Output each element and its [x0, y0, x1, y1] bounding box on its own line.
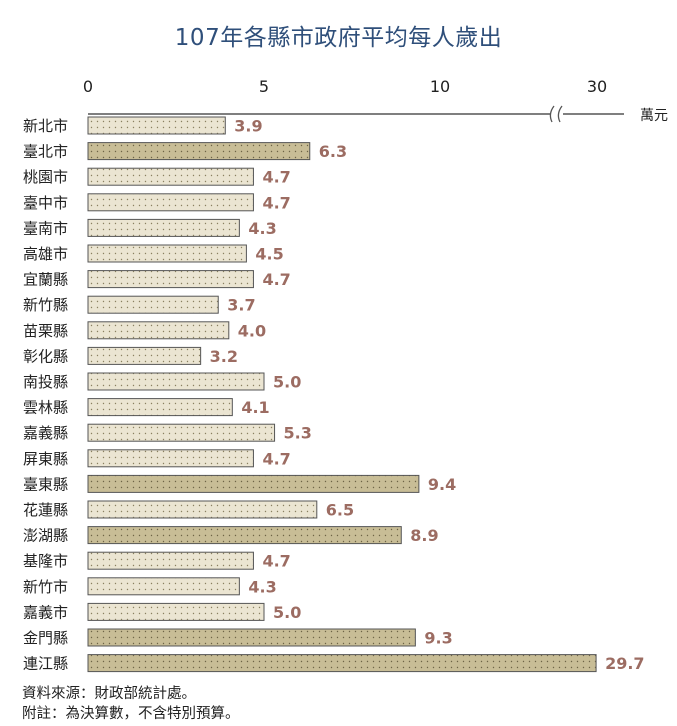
category-label: 南投縣 [23, 373, 68, 391]
category-label: 臺南市 [23, 219, 68, 237]
axis-break-mark [557, 105, 563, 123]
category-label: 花蓮縣 [23, 501, 68, 519]
category-label: 桃園市 [23, 168, 68, 186]
category-label: 臺北市 [23, 143, 68, 161]
bar [87, 244, 247, 263]
value-label: 3.7 [227, 296, 255, 315]
bar [87, 193, 254, 212]
bar [87, 116, 226, 135]
category-label: 臺東縣 [23, 475, 68, 493]
category-label: 屏東縣 [23, 450, 68, 468]
bar [87, 423, 276, 442]
chart-title: 107年各縣市政府平均每人歲出 [174, 25, 503, 51]
x-tick-label: 0 [83, 77, 93, 96]
value-label: 4.1 [241, 398, 269, 417]
value-label: 4.7 [262, 168, 290, 187]
value-label: 5.3 [284, 424, 312, 443]
bar [87, 167, 254, 186]
value-label: 8.9 [410, 526, 438, 545]
bar [87, 321, 230, 340]
value-label: 3.9 [234, 117, 262, 136]
bar [87, 551, 254, 570]
category-label: 連江縣 [23, 655, 68, 673]
value-label: 9.3 [424, 629, 452, 648]
category-label: 澎湖縣 [23, 527, 68, 545]
footnote: 附註：為決算數，不含特別預算。 [22, 706, 240, 722]
value-label: 5.0 [273, 373, 301, 392]
value-label: 4.7 [262, 449, 290, 468]
bar [87, 449, 254, 468]
value-label: 9.4 [428, 475, 456, 494]
bar-chart: 0 5 10 30 萬元 新北市 3.9 臺北市 6.3 桃園市 4.7 臺中市 4.7 臺南市 4.3 高… [23, 77, 668, 673]
bar [87, 602, 265, 621]
bar [87, 577, 240, 596]
category-label: 苗栗縣 [23, 322, 68, 340]
bar [87, 526, 402, 545]
bar [87, 628, 416, 647]
source-note: 資料來源：財政部統計處。 [22, 686, 196, 702]
value-label: 3.2 [210, 347, 238, 366]
value-label: 5.0 [273, 603, 301, 622]
value-label: 4.7 [262, 552, 290, 571]
category-label: 嘉義市 [23, 603, 68, 621]
category-label: 新北市 [23, 117, 68, 135]
bar [87, 398, 233, 417]
value-label: 4.7 [262, 193, 290, 212]
value-label: 29.7 [605, 654, 644, 673]
category-label: 宜蘭縣 [23, 271, 68, 289]
x-tick-label: 5 [259, 77, 269, 96]
x-tick-label: 10 [430, 77, 450, 96]
category-label: 基隆市 [23, 552, 68, 570]
value-label: 4.3 [248, 577, 276, 596]
value-label: 6.3 [319, 142, 347, 161]
category-label: 金門縣 [23, 629, 68, 647]
category-label: 嘉義縣 [23, 424, 68, 442]
bar [87, 295, 219, 314]
bar [87, 654, 597, 673]
category-label: 新竹市 [23, 578, 68, 596]
value-label: 4.7 [262, 270, 290, 289]
bar [87, 474, 420, 493]
value-label: 4.5 [255, 245, 283, 264]
footnotes: 資料來源：財政部統計處。 附註：為決算數，不含特別預算。 [22, 684, 240, 724]
bar [87, 218, 240, 237]
category-label: 臺中市 [23, 194, 68, 212]
bar [87, 346, 202, 365]
value-label: 6.5 [326, 501, 354, 520]
axis-break-mark [549, 105, 555, 123]
bar [87, 142, 311, 161]
value-label: 4.0 [238, 321, 266, 340]
category-label: 雲林縣 [23, 399, 68, 417]
x-axis-unit: 萬元 [640, 108, 668, 124]
bar [87, 372, 265, 391]
bar [87, 270, 254, 289]
category-label: 新竹縣 [23, 296, 68, 314]
bar [87, 500, 318, 519]
x-tick-label: 30 [587, 77, 607, 96]
category-label: 彰化縣 [23, 347, 68, 365]
category-label: 高雄市 [23, 245, 68, 263]
value-label: 4.3 [248, 219, 276, 238]
